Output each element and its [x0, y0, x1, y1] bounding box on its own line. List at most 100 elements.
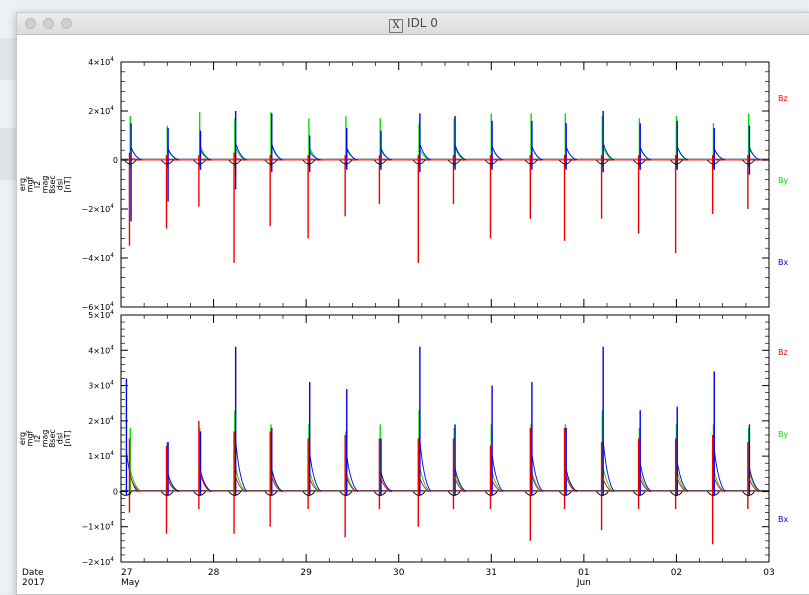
spike-bz-tail — [638, 472, 650, 492]
y-axis-label-line: [nT] — [63, 176, 72, 192]
spike-by-tail — [638, 145, 651, 161]
spike-bx-tail — [602, 142, 615, 161]
y-tick-exponent: 4 — [110, 203, 114, 210]
spike-bx-tail — [676, 146, 689, 161]
y-axis-label-line: mgf — [26, 430, 35, 446]
spike-cusp — [160, 159, 174, 165]
y-tick-label: 2×104 — [88, 105, 114, 116]
y-axis-label-line: dsl — [56, 433, 65, 444]
y-tick-exponent: 4 — [110, 252, 114, 259]
spike-cusp — [633, 159, 646, 165]
spike-bx-tail — [454, 144, 467, 161]
spike-bx-tail — [639, 146, 652, 161]
y-axis-label-line: 8sec — [48, 429, 57, 448]
spike-bz-tail — [638, 157, 650, 161]
spike-bz-tail — [233, 157, 246, 161]
plot-canvas: 4×1042×1040−2×104−4×104−6×104ergmgfl2mag… — [18, 56, 788, 588]
spike-bx-tail — [380, 472, 393, 492]
spike-bx-tail — [713, 449, 726, 492]
spike-by-tail — [490, 143, 503, 161]
spike-bx-tail — [454, 467, 467, 492]
spike-by-tail — [713, 146, 725, 161]
spike-cusp — [447, 491, 461, 496]
spike-bx-tail — [639, 462, 652, 492]
spike-cusp — [339, 491, 353, 496]
spike-bz-tail — [378, 472, 391, 492]
spike-bz-tail — [601, 157, 613, 161]
spike-cusp — [742, 491, 755, 496]
spike-bz-tail — [344, 471, 357, 492]
x-tick-day-label: 02 — [671, 568, 682, 578]
spike-bz-tail — [417, 472, 430, 492]
spike-bz-tail — [166, 475, 178, 492]
spike-bz-tail — [453, 157, 465, 161]
y-tick-label: −4×104 — [81, 252, 114, 263]
zoom-button[interactable] — [61, 18, 72, 29]
y-tick-exponent: 4 — [110, 105, 114, 112]
spike-cusp — [302, 159, 316, 165]
y-tick-exponent: 4 — [110, 521, 114, 528]
spike-bx-tail — [346, 455, 359, 492]
close-button[interactable] — [25, 18, 36, 29]
y-axis-label-line: l2 — [33, 435, 42, 442]
spike-bx-tail — [235, 142, 247, 161]
y-tick-exponent: 4 — [110, 450, 114, 457]
spike-bx-tail — [380, 149, 393, 161]
spike-bz-tail — [129, 472, 141, 492]
y-tick-label: 4×104 — [88, 344, 114, 355]
spike-bx-tail — [602, 440, 615, 492]
spike-bx-tail — [271, 143, 283, 161]
spike-bz-tail — [747, 474, 760, 492]
spike-by-tail — [234, 145, 247, 161]
spike-cusp — [524, 159, 538, 165]
spike-bx-tail — [167, 474, 180, 492]
y-tick-exponent: 4 — [110, 380, 114, 387]
y-tick-label: −2×104 — [81, 556, 114, 567]
spike-bz-tail — [529, 469, 542, 492]
y-tick-exponent: 4 — [110, 309, 114, 316]
spike-cusp — [558, 159, 572, 165]
x-tick-day-label: 29 — [300, 568, 312, 578]
spike-bx-tail — [713, 148, 726, 161]
y-axis-label-line: l2 — [33, 181, 42, 188]
spike-cusp — [412, 491, 426, 496]
date-label: Date — [22, 568, 44, 578]
y-tick-label: 4×104 — [88, 56, 114, 67]
spike-cusp — [339, 159, 353, 165]
spike-bz-tail — [601, 474, 613, 492]
minimize-button[interactable] — [43, 18, 54, 29]
x11-icon: X — [389, 19, 404, 33]
spike-cusp — [707, 491, 720, 496]
spike-bx-tail — [491, 146, 504, 161]
spike-cusp — [193, 159, 207, 165]
spike-cusp — [633, 491, 646, 496]
spike-cusp — [558, 491, 572, 496]
spike-cusp — [228, 159, 242, 165]
spike-cusp — [484, 159, 498, 165]
y-axis-label-line: 8sec — [48, 175, 57, 194]
spike-bx-tail — [130, 146, 143, 161]
legend-bz: Bz — [778, 94, 788, 103]
spike-bz-tail — [490, 475, 502, 492]
y-tick-exponent: 4 — [110, 415, 114, 422]
spike-bz-tail — [453, 472, 465, 492]
spike-bz-tail — [129, 157, 141, 161]
spike-bz-tail — [269, 470, 282, 492]
spike-cusp — [228, 491, 242, 496]
plot-frame — [120, 314, 770, 563]
spike-cusp — [742, 159, 755, 165]
spike-bx-tail — [676, 461, 689, 492]
spike-bz-tail — [166, 157, 178, 161]
y-tick-exponent: 4 — [110, 301, 114, 308]
x-tick-day-label: 01 — [578, 568, 589, 578]
spike-by-tail — [129, 144, 142, 161]
spike-cusp — [160, 491, 174, 496]
spike-cusp — [447, 159, 461, 165]
spike-cusp — [193, 491, 207, 496]
window-titlebar[interactable]: X IDL 0 — [17, 13, 809, 35]
spike-cusp — [484, 491, 498, 496]
y-tick-label: 1×104 — [88, 450, 114, 461]
spike-cusp — [670, 491, 683, 496]
year-label: 2017 — [22, 578, 45, 588]
spike-bx-tail — [565, 469, 578, 492]
